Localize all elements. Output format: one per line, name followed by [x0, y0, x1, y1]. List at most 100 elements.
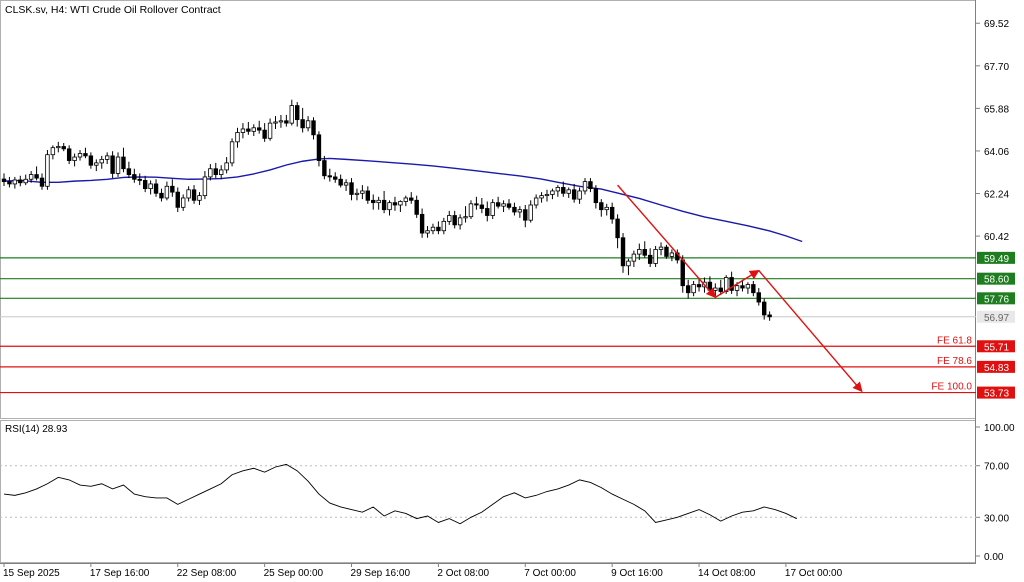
candle: [441, 217, 447, 235]
level-price-label: 55.71: [984, 342, 1009, 353]
candle: [387, 200, 392, 216]
candle: [713, 283, 718, 297]
rsi-line: [3, 463, 797, 525]
candle: [61, 143, 66, 152]
candle: [56, 141, 61, 153]
rsi-tick-label: 70.00: [984, 462, 1009, 473]
candle: [311, 117, 316, 140]
candle: [669, 249, 675, 262]
candle: [577, 187, 582, 204]
candle: [376, 196, 381, 210]
candle: [343, 179, 349, 191]
moving-average: [3, 157, 803, 243]
candle: [696, 278, 702, 292]
candle: [609, 202, 615, 224]
candle: [289, 99, 294, 126]
pattern-arrow: [758, 270, 863, 393]
candle: [164, 181, 170, 201]
candle: [485, 201, 490, 222]
x-tick-label: 22 Sep 08:00: [177, 568, 237, 579]
candle: [582, 178, 588, 195]
candle: [615, 214, 620, 249]
price-levels: 59.49 58.60 57.76 55.71 FE 61.8 54.83 FE 78.6 5…: [0, 251, 1015, 400]
candle: [300, 107, 305, 133]
candle: [235, 127, 240, 148]
candle: [398, 200, 403, 213]
candle: [555, 185, 561, 197]
current-price-label: 56.97: [984, 313, 1009, 324]
candle: [457, 214, 463, 230]
candle: [28, 171, 34, 183]
current-price-tag: [977, 310, 1015, 323]
candle: [257, 120, 262, 134]
candle: [468, 200, 474, 220]
candle: [381, 190, 387, 214]
x-tick-label: 2 Oct 08:00: [437, 568, 489, 579]
candle: [175, 187, 180, 213]
candle: [566, 187, 571, 198]
candle: [338, 174, 343, 188]
pattern-arrow: [714, 269, 760, 298]
level-price-tag: [977, 340, 1015, 353]
candle: [137, 173, 142, 186]
candle: [479, 197, 485, 214]
candle: [512, 202, 517, 216]
candle: [593, 185, 599, 209]
candle: [691, 281, 696, 297]
candle: [197, 192, 202, 205]
level-price-tag: [977, 272, 1015, 285]
candle: [191, 185, 197, 204]
candle: [371, 194, 376, 210]
candle: [495, 196, 501, 209]
x-tick-label: 29 Sep 16:00: [351, 568, 411, 579]
y-tick-label: 60.42: [984, 232, 1009, 243]
candle: [153, 179, 159, 197]
candle: [262, 123, 267, 142]
candle: [647, 248, 653, 267]
candle: [685, 279, 691, 299]
candle: [148, 180, 153, 195]
candle: [474, 196, 479, 210]
candle: [360, 185, 365, 200]
candle: [83, 147, 88, 159]
chart-title: CLSK.sv, H4: WTI Crude Oil Rollover Cont…: [5, 4, 221, 16]
candle: [620, 233, 626, 273]
candle: [756, 288, 761, 306]
pattern-arrows: [617, 184, 863, 393]
candle: [533, 194, 539, 209]
candle: [322, 155, 327, 180]
candle: [403, 195, 409, 207]
candle: [539, 192, 544, 203]
candle: [501, 200, 506, 213]
candle: [506, 199, 512, 210]
x-tick-label: 15 Sep 2025: [3, 568, 60, 579]
candle: [409, 192, 414, 204]
candle: [653, 245, 658, 267]
candle: [202, 171, 208, 200]
x-tick-label: 17 Sep 16:00: [90, 568, 150, 579]
candle: [452, 210, 457, 229]
candle: [251, 124, 256, 136]
candle: [295, 102, 300, 127]
candle: [588, 178, 593, 193]
level-fe-tag: FE 61.8: [937, 335, 972, 346]
candle: [365, 186, 371, 204]
candle: [50, 145, 56, 160]
candle: [528, 200, 533, 223]
candle: [1, 173, 7, 187]
candle: [213, 162, 218, 179]
level-fe-tag: FE 78.6: [937, 356, 972, 367]
candle: [126, 161, 132, 179]
rsi-tick-label: 0.00: [984, 552, 1004, 563]
candle: [110, 151, 115, 179]
candle: [7, 176, 12, 188]
y-tick-label: 62.24: [984, 190, 1009, 201]
candle: [436, 221, 441, 235]
candle: [642, 241, 647, 258]
candle: [658, 242, 664, 256]
level-price-label: 59.49: [984, 254, 1009, 265]
level-price-label: 58.60: [984, 275, 1009, 286]
y-tick-label: 65.88: [984, 104, 1009, 115]
level-price-tag: [977, 292, 1015, 305]
